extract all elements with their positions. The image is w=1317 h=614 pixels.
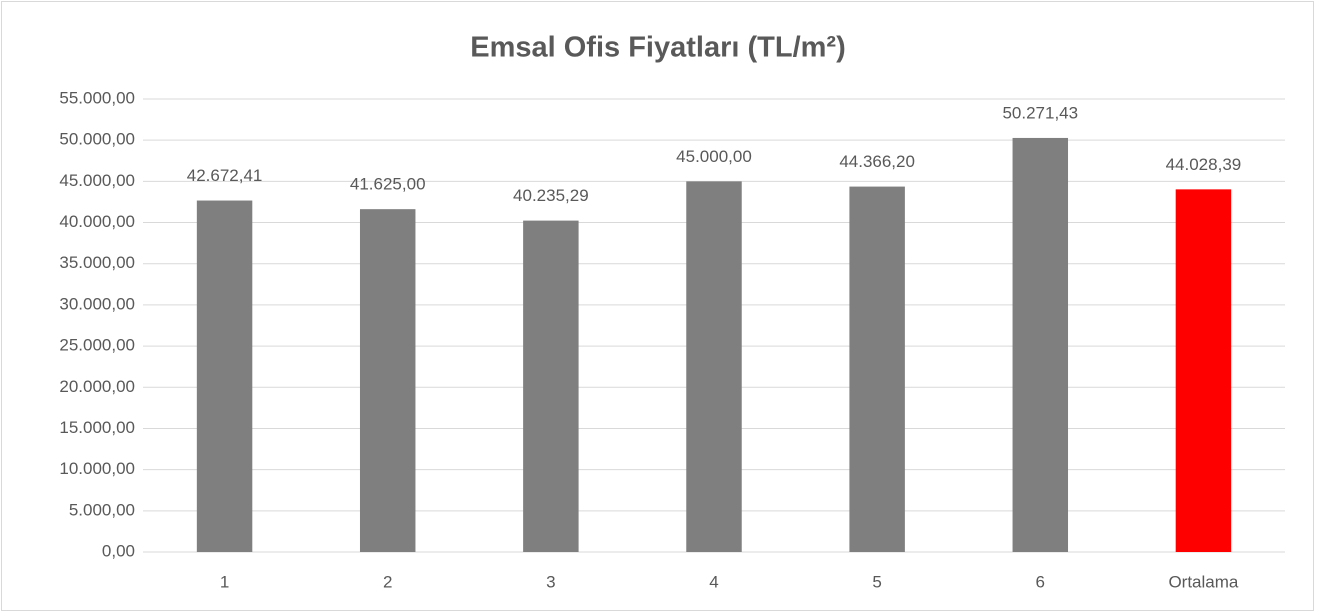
bar [359, 209, 416, 552]
x-tick-label: 6 [1036, 572, 1045, 591]
x-tick-label: 1 [220, 572, 229, 591]
x-tick-label: 2 [383, 572, 392, 591]
x-tick-label: 4 [709, 572, 718, 591]
y-tick-label: 25.000,00 [59, 336, 135, 355]
bar [849, 186, 905, 552]
value-label: 42.672,41 [187, 166, 263, 185]
y-tick-label: 15.000,00 [59, 418, 135, 437]
y-tick-label: 55.000,00 [59, 88, 135, 107]
value-label: 41.625,00 [350, 175, 426, 194]
y-tick-label: 30.000,00 [59, 294, 135, 313]
x-tick-label: 5 [872, 572, 881, 591]
bar [523, 220, 579, 552]
y-tick-label: 5.000,00 [69, 500, 135, 519]
y-tick-label: 0,00 [102, 541, 135, 560]
y-tick-label: 40.000,00 [59, 212, 135, 231]
bar [196, 200, 253, 552]
x-tick-label: Ortalama [1168, 572, 1238, 591]
y-tick-label: 10.000,00 [59, 459, 135, 478]
y-tick-label: 35.000,00 [59, 253, 135, 272]
value-label: 40.235,29 [513, 186, 589, 205]
y-tick-label: 50.000,00 [59, 130, 135, 149]
value-label: 50.271,43 [1002, 103, 1078, 122]
chart-title: Emsal Ofis Fiyatları (TL/m²) [470, 32, 845, 64]
value-label: 44.028,39 [1166, 155, 1242, 174]
value-label: 44.366,20 [839, 152, 915, 171]
x-tick-label: 3 [546, 572, 555, 591]
bar [1175, 189, 1232, 553]
y-tick-label: 45.000,00 [59, 171, 135, 190]
value-label: 45.000,00 [676, 147, 752, 166]
bar [686, 181, 742, 552]
y-tick-label: 20.000,00 [59, 377, 135, 396]
bar [1012, 137, 1069, 552]
